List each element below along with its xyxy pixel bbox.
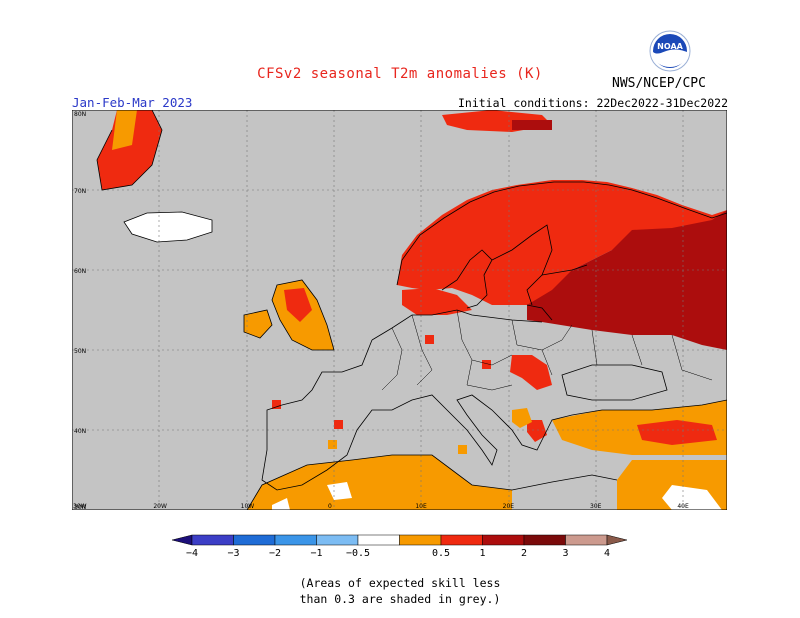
legend-tick-label: −3 [227, 548, 239, 559]
coastline-continent [261, 309, 727, 491]
lat-tick-label: 40N [74, 428, 86, 435]
legend-tick-label: 2 [521, 548, 527, 559]
anomaly-cell-hungary [482, 360, 491, 369]
lon-tick-label: 30E [590, 503, 602, 510]
legend-tick-label: −1 [310, 548, 322, 559]
lon-tick-label: 40E [677, 503, 689, 510]
anomaly-region-north-africa-white-2 [272, 498, 290, 510]
coastline-greenland [96, 110, 163, 191]
border-lines [381, 309, 713, 391]
anomaly-region-ireland [244, 310, 272, 338]
coastline-britain [271, 279, 335, 351]
anomaly-region-russia [527, 210, 727, 350]
page-title: CFSv2 seasonal T2m anomalies (K) [257, 66, 543, 82]
anomaly-region-north-africa-white [327, 482, 352, 500]
lon-tick-label: 0 [328, 503, 332, 510]
anomaly-region-iceland [124, 212, 212, 242]
lon-tick-label: 30W [73, 503, 87, 510]
legend-arrow-low [171, 534, 193, 546]
coastline-gulf-finland [526, 264, 588, 321]
legend-swatch [399, 534, 442, 546]
legend-tick-label: −4 [186, 548, 198, 559]
legend-tick-label: −0.5 [346, 548, 370, 559]
skill-footnote: (Areas of expected skill less than 0.3 a… [0, 575, 800, 607]
legend-tick-label: 3 [562, 548, 568, 559]
legend-arrow-high [606, 534, 628, 546]
legend-swatch [565, 534, 608, 546]
lon-tick-label: 20E [503, 503, 515, 510]
lat-tick-label: 60N [74, 268, 86, 275]
legend-tick-label: −2 [269, 548, 281, 559]
anomaly-region-greenland [97, 110, 162, 190]
lon-tick-label: 20W [153, 503, 167, 510]
legend-tick-label: 4 [604, 548, 610, 559]
season-label: Jan-Feb-Mar 2023 [72, 95, 193, 110]
anomaly-region-scandinavia [397, 180, 727, 305]
country-borders [381, 309, 713, 391]
anomaly-region-greece-orange [512, 408, 532, 428]
lon-tick-label: 10W [241, 503, 255, 510]
anomaly-region-greenland-warm [112, 110, 137, 150]
coastline-ireland [243, 309, 273, 339]
anomaly-cell-sardinia [334, 420, 343, 429]
anomaly-region-turkey-warm [637, 420, 717, 445]
logo-text: NOAA [657, 42, 683, 51]
anomaly-cell-sicily [458, 445, 467, 454]
skill-footnote-line-1: (Areas of expected skill less [299, 576, 501, 590]
legend-swatch [233, 534, 276, 546]
anomaly-region-north-africa [247, 455, 512, 510]
anomaly-cell-iberia [272, 400, 281, 409]
lat-tick-label: 30N [74, 504, 86, 510]
anomaly-region-barents-warm [512, 120, 552, 130]
anomaly-region-greece [527, 420, 547, 442]
anomaly-region-britain-warm [284, 288, 312, 322]
coastline-north-africa [246, 454, 618, 510]
coastline-baltic [441, 224, 553, 309]
legend-swatch [316, 534, 359, 546]
lon-tick-label: 10E [415, 503, 427, 510]
legend-tick-label: 0.5 [432, 548, 450, 559]
anomaly-region-middle-east-white [662, 485, 722, 510]
anomaly-region-baltic [402, 288, 472, 315]
lat-tick-label: 80N [74, 111, 86, 118]
anomaly-region-balkans [510, 355, 552, 390]
coastline-iceland [123, 211, 213, 243]
legend-swatch [440, 534, 483, 546]
anomaly-cell-spain [328, 440, 337, 449]
coastline-scandinavia [396, 181, 727, 286]
legend-swatch [274, 534, 317, 546]
lat-tick-label: 70N [74, 188, 86, 195]
anomaly-cell-germany [425, 335, 434, 344]
legend-swatch [357, 534, 400, 546]
skill-footnote-line-2: than 0.3 are shaded in grey.) [299, 592, 501, 606]
legend-swatch [191, 534, 234, 546]
agency-label: NWS/NCEP/CPC [612, 76, 706, 91]
legend-tick-label: 1 [479, 548, 485, 559]
legend-swatch [523, 534, 566, 546]
color-legend: −4 −3 −2 −1 −0.5 0.5 1 2 3 4 [171, 534, 628, 559]
initial-conditions-label: Initial conditions: 22Dec2022-31Dec2022 [457, 96, 728, 110]
lat-tick-label: 50N [74, 348, 86, 355]
coastlines [96, 110, 727, 510]
legend-swatch [482, 534, 525, 546]
noaa-logo: NOAA [649, 30, 691, 72]
coastline-black-sea [561, 364, 668, 401]
graticule [72, 110, 727, 510]
